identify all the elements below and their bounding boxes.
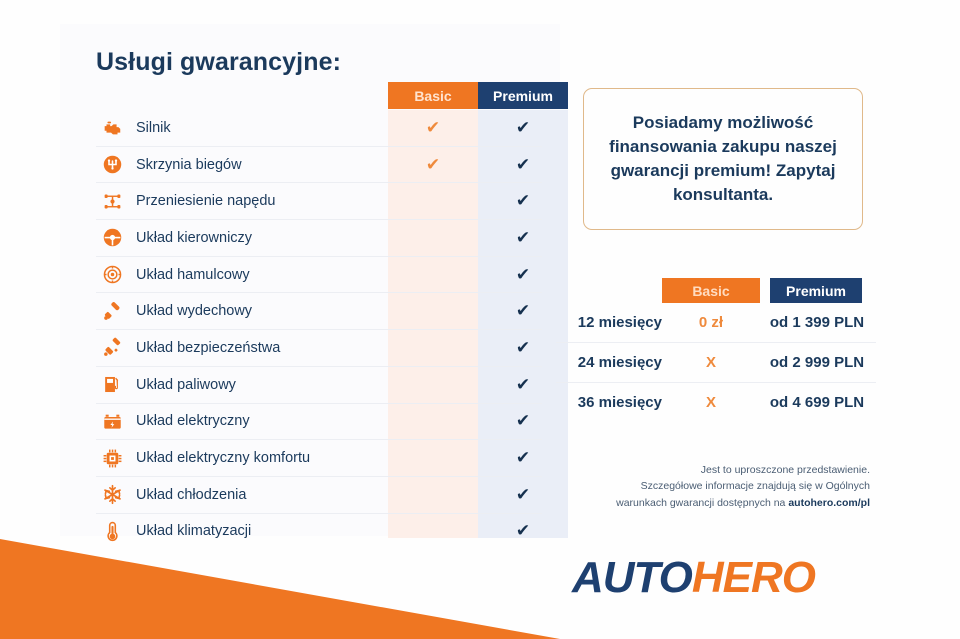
premium-mark: ✔ [515, 154, 531, 174]
pricing-period: 36 miesięcy [577, 394, 662, 411]
pricing-header-basic: Basic [662, 278, 760, 303]
feature-label: Układ hamulcowy [136, 266, 250, 283]
table-row: Skrzynia biegów ✔ ✔ [96, 147, 542, 184]
feature-label: Silnik [136, 119, 171, 136]
features-rows: Silnik ✔ ✔ Skrzynia [96, 110, 542, 549]
pricing-premium-value: od 4 699 PLN [769, 394, 865, 411]
exhaust-pipe-icon [100, 299, 124, 323]
premium-mark: ✔ [515, 227, 531, 247]
engine-icon [100, 116, 124, 140]
logo-hero-text: HERO [691, 553, 816, 602]
feature-label: Układ klimatyzacji [136, 523, 252, 540]
pricing-table: Basic Premium 12 miesięcy 0 zł od 1 399 … [556, 278, 876, 422]
feature-label: Układ elektryczny [136, 413, 250, 430]
seatbelt-icon [100, 336, 124, 360]
pricing-row: 24 miesięcy X od 2 999 PLN [556, 343, 876, 383]
battery-icon [100, 409, 124, 433]
premium-mark: ✔ [515, 191, 531, 211]
page-title: Usługi gwarancyjne: [96, 48, 342, 76]
pricing-basic-value: X [705, 354, 716, 371]
snowflake-icon [100, 483, 124, 507]
table-row: Układ wydechowy ✔ [96, 293, 542, 331]
autohero-website-link[interactable]: autohero.com/pl [788, 496, 870, 509]
premium-mark: ✔ [515, 484, 531, 504]
table-row: Przeniesienie napędu ✔ [96, 183, 542, 221]
features-header-basic: Basic [388, 82, 478, 109]
table-row: Układ klimatyzacji ✔ [96, 514, 542, 550]
footnote-line-1: Jest to uproszczone przedstawienie. [700, 464, 870, 476]
financing-callout-box: Posiadamy możliwość finansowania zakupu … [583, 88, 863, 230]
footnote-line-2: Szczegółowe informacje znajdują się w Og… [640, 480, 870, 493]
premium-mark: ✔ [515, 337, 531, 357]
table-row: Układ elektryczny komfortu ✔ [96, 440, 542, 477]
pricing-premium-value: od 1 399 PLN [769, 314, 865, 331]
warranty-services-card: Usługi gwarancyjne: Basic Premium Silnik… [60, 24, 568, 541]
pricing-premium-value: od 2 999 PLN [769, 354, 865, 371]
table-row: Układ elektryczny ✔ [96, 404, 542, 441]
logo-auto-text: AUTO [572, 553, 693, 602]
brake-disc-icon [100, 263, 124, 287]
pricing-row: 12 miesięcy 0 zł od 1 399 PLN [556, 303, 876, 343]
premium-column-background [478, 110, 568, 538]
premium-mark: ✔ [515, 411, 531, 431]
pricing-rows: 12 miesięcy 0 zł od 1 399 PLN 24 miesięc… [556, 303, 876, 422]
steering-wheel-icon [100, 226, 124, 250]
pricing-period: 12 miesięcy [577, 314, 662, 331]
feature-label: Układ chłodzenia [136, 486, 247, 503]
orange-corner-wedge [0, 539, 560, 639]
basic-column-background [388, 110, 478, 538]
table-row: Układ hamulcowy ✔ [96, 257, 542, 294]
basic-mark: ✔ [425, 154, 441, 174]
features-table: Basic Premium Silnik ✔ ✔ [96, 80, 568, 549]
feature-label: Układ kierowniczy [136, 229, 253, 246]
premium-mark: ✔ [515, 264, 531, 284]
pricing-header-premium: Premium [770, 278, 862, 303]
footnote-line-3-prefix: warunkach gwarancji dostępnych na [616, 496, 789, 509]
table-row: Silnik ✔ ✔ [96, 110, 542, 147]
table-row: Układ bezpieczeństwa ✔ [96, 330, 542, 367]
premium-mark: ✔ [515, 301, 531, 321]
features-header-premium: Premium [478, 82, 568, 109]
premium-mark: ✔ [515, 374, 531, 394]
autohero-logo: AUTOHERO [572, 553, 816, 603]
pricing-basic-value: X [705, 394, 716, 411]
feature-label: Układ elektryczny komfortu [136, 450, 311, 467]
table-row: Układ paliwowy ✔ [96, 367, 542, 404]
premium-mark: ✔ [515, 448, 531, 468]
feature-label: Przeniesienie napędu [136, 193, 276, 210]
feature-label: Układ paliwowy [136, 376, 236, 393]
table-row: Układ kierowniczy ✔ [96, 220, 542, 257]
feature-label: Układ bezpieczeństwa [136, 339, 281, 356]
drivetrain-icon [100, 189, 124, 213]
fuel-pump-icon [100, 373, 124, 397]
feature-label: Skrzynia biegów [136, 156, 242, 173]
footnote-line-3: warunkach gwarancji dostępnych na autohe… [540, 495, 870, 511]
financing-callout-text: Posiadamy możliwość finansowania zakupu … [609, 112, 837, 205]
pricing-row: 36 miesięcy X od 4 699 PLN [556, 383, 876, 422]
premium-mark: ✔ [515, 117, 531, 137]
footnote: Jest to uproszczone przedstawienie. Szcz… [540, 462, 870, 511]
thermometer-icon [100, 519, 124, 543]
feature-label: Układ wydechowy [136, 303, 253, 320]
premium-mark: ✔ [515, 521, 531, 541]
table-row: Układ chłodzenia ✔ [96, 477, 542, 514]
pricing-period: 24 miesięcy [577, 354, 662, 371]
basic-mark: ✔ [425, 117, 441, 137]
chip-icon [100, 446, 124, 470]
pricing-basic-value: 0 zł [698, 314, 724, 331]
gearbox-icon [100, 153, 124, 177]
